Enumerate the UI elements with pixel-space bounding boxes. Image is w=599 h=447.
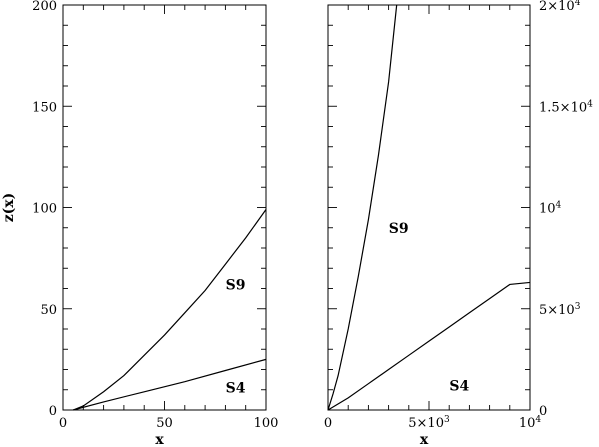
- plot-frame: [62, 4, 267, 411]
- series-line-s4: [327, 281, 531, 411]
- x-tick-label: 50: [156, 416, 173, 431]
- x-tick-label: 104: [519, 415, 542, 431]
- y-tick-label: 100: [32, 202, 57, 217]
- x-axis-title: x: [155, 432, 164, 447]
- y-axis-title: z(x): [1, 193, 17, 223]
- y-tick-label: 50: [40, 303, 57, 318]
- y-tick-label: 5×103: [539, 302, 581, 318]
- series-label-s9: S9: [389, 221, 409, 237]
- x-tick-label: 5×103: [408, 415, 450, 431]
- y-tick-label: 2×104: [539, 0, 581, 14]
- plot-frame: [327, 4, 531, 411]
- y-tick-label: 150: [32, 100, 57, 115]
- y-tick-label: 200: [32, 0, 57, 14]
- y-tick-label: 0: [49, 404, 57, 419]
- x-tick-label: 0: [324, 416, 332, 431]
- y-tick-label: 0: [539, 404, 547, 419]
- x-axis-title: x: [420, 432, 429, 447]
- series-line-s4: [72, 358, 267, 411]
- series-label-s9: S9: [226, 277, 246, 293]
- y-tick-label: 104: [539, 201, 562, 217]
- series-line-s9: [327, 4, 398, 411]
- x-tick-label: 0: [59, 416, 67, 431]
- series-line-s9: [72, 209, 267, 411]
- series-label-s4: S4: [226, 381, 246, 397]
- series-label-s4: S4: [449, 379, 469, 395]
- y-tick-label: 1.5×104: [539, 99, 593, 115]
- x-tick-label: 100: [254, 416, 279, 431]
- left-panel: 0 50 100 0 50 100 150 200 x z(x) S9 S4: [1, 0, 278, 447]
